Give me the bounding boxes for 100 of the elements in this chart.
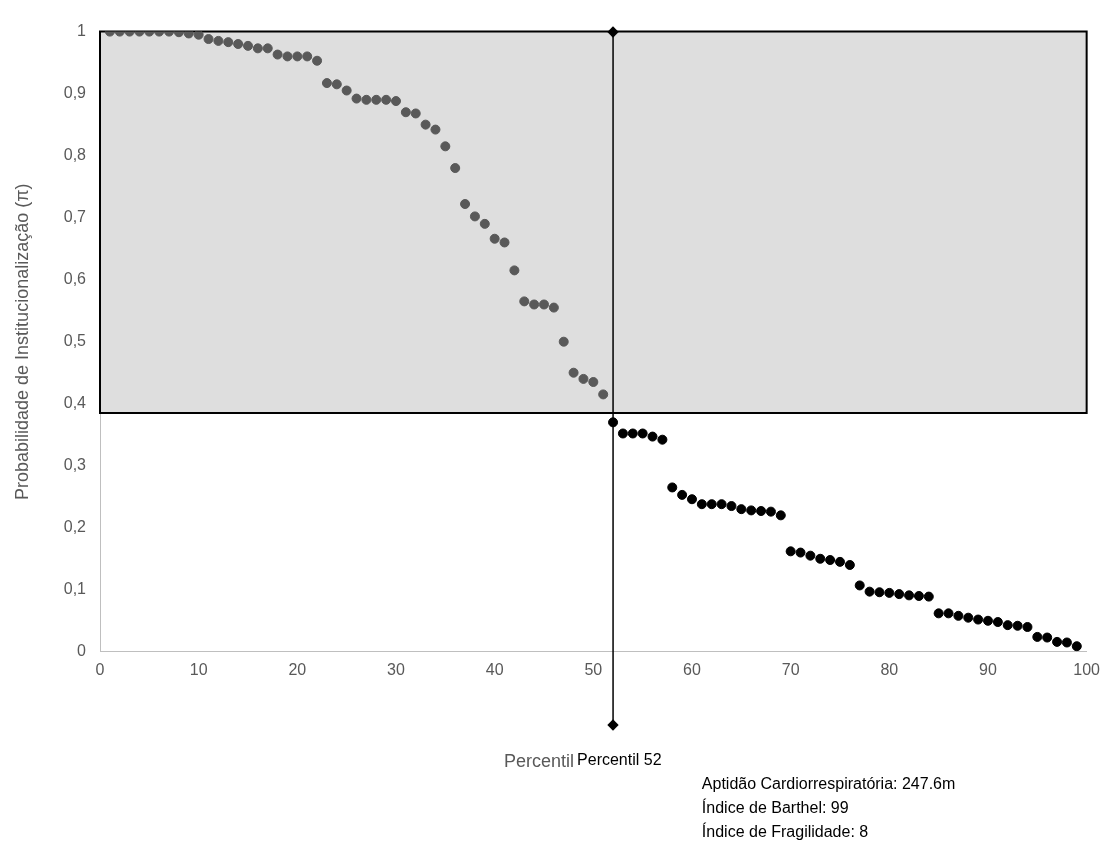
y-tick-label: 0,2 [63,518,87,536]
point [598,389,609,400]
text: Índice de Fragilidade: 8 [701,822,869,841]
point [430,124,441,135]
point [529,299,540,310]
point [982,615,993,626]
point [1012,620,1023,631]
point [371,94,382,105]
point [647,431,658,442]
point [756,506,767,517]
x-tick-label: 100 [1073,660,1101,678]
x-tick-label: 80 [880,660,899,678]
point [1022,621,1033,632]
point [963,612,974,623]
point [1071,641,1082,652]
y-tick-label: 0,1 [63,580,87,598]
point [252,43,263,54]
ref-line-label: Percentil 52 [577,751,662,769]
point [578,373,589,384]
point [894,589,905,600]
point [923,591,934,602]
point [1032,631,1043,642]
point [588,377,599,388]
point [302,51,313,62]
point [686,494,697,505]
point [282,51,293,62]
point [460,199,471,210]
point [854,580,865,591]
point [410,108,421,119]
point [706,499,717,510]
x-tick-label: 90 [979,660,997,678]
point [1061,637,1072,648]
point [213,35,224,46]
y-axis-title: Probabilidade de Institucionalização (π) [11,183,32,500]
x-tick-label: 30 [387,660,405,678]
point [183,31,194,39]
point [746,505,757,516]
point [973,614,984,625]
y-tick-label: 0,8 [63,146,87,164]
point [667,482,678,493]
x-tick-label: 20 [288,660,307,678]
point [489,233,500,244]
point [519,296,530,307]
point [558,336,569,347]
point [479,218,490,229]
point [272,49,283,60]
point [440,141,451,152]
point [795,547,806,558]
point [341,85,352,96]
point [736,504,747,515]
point [726,501,737,512]
point [538,299,549,310]
x-tick-label: 60 [683,660,701,678]
point [765,506,776,517]
point [805,550,816,561]
point [844,559,855,570]
point [677,489,688,500]
point [400,107,411,118]
y-tick-label: 0,3 [63,456,87,474]
point [568,367,579,378]
point [815,553,826,564]
point [469,211,480,222]
point [1052,636,1063,647]
point [637,428,648,439]
point [223,37,234,48]
point [351,93,362,104]
point [953,610,964,621]
point [864,586,875,597]
x-tick-label: 0 [95,660,105,678]
point [825,555,836,566]
point [499,237,510,248]
point [627,428,638,439]
point [904,590,915,601]
point [913,590,924,601]
y-tick-label: 0,7 [63,208,87,226]
point [716,499,727,510]
x-tick-label: 70 [781,660,800,678]
x-tick-label: 40 [485,660,504,678]
x-tick-label: 50 [584,660,603,678]
point [992,617,1003,628]
point [420,119,431,130]
point [785,546,796,557]
point [1042,632,1053,643]
point [321,78,332,89]
point [361,94,372,105]
x-axis-title: Percentil [504,750,575,771]
point [834,556,845,567]
point [262,43,273,54]
point [884,587,895,598]
y-tick-label: 0,9 [63,84,87,102]
point [391,96,401,107]
point [331,79,342,90]
point [203,34,214,45]
text: Aptidão Cardiorrespiratória: 247.6m [701,775,956,793]
point [450,163,461,174]
point [775,510,786,521]
point [617,428,628,439]
point [233,39,244,49]
point [933,608,944,619]
point [657,434,668,445]
